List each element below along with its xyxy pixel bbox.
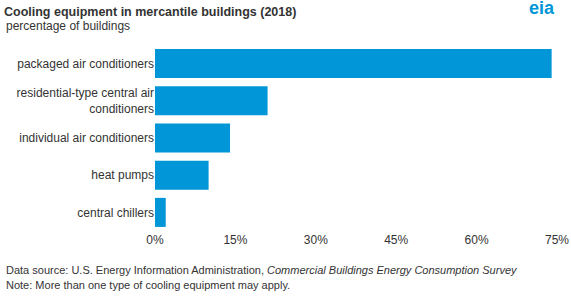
svg-text:45%: 45%	[384, 233, 408, 247]
svg-text:0%: 0%	[146, 233, 164, 247]
svg-text:15%: 15%	[223, 233, 247, 247]
svg-text:heat pumps: heat pumps	[91, 168, 154, 182]
svg-text:60%: 60%	[465, 233, 489, 247]
svg-text:residential-type central airco: residential-type central airconditioners	[17, 86, 154, 116]
svg-text:eia: eia	[529, 0, 555, 18]
svg-text:30%: 30%	[304, 233, 328, 247]
svg-text:Cooling equipment in mercantil: Cooling equipment in mercantile building…	[4, 5, 296, 19]
svg-text:Data source: U.S. Energy Infor: Data source: U.S. Energy Information Adm…	[6, 264, 518, 276]
svg-text:packaged air conditioners: packaged air conditioners	[17, 57, 154, 71]
svg-text:percentage of buildings: percentage of buildings	[6, 19, 130, 33]
svg-text:central chillers: central chillers	[77, 206, 154, 220]
svg-text:Note: More than one type of co: Note: More than one type of cooling equi…	[6, 279, 290, 291]
svg-text:75%: 75%	[545, 233, 569, 247]
svg-text:individual air conditioners: individual air conditioners	[19, 131, 154, 145]
